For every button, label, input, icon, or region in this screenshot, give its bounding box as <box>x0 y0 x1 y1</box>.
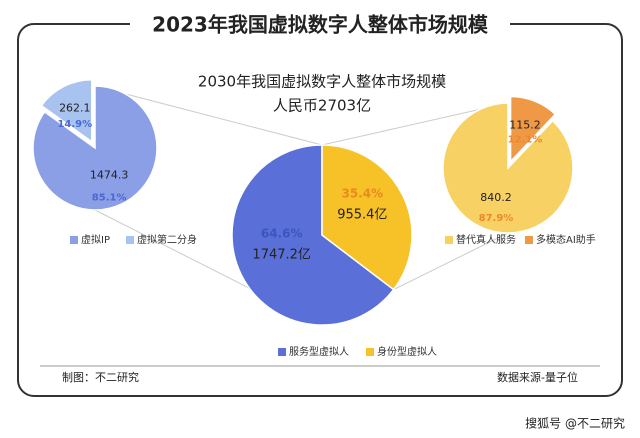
pie-slice <box>442 102 574 234</box>
value-label: 262.1 <box>59 102 91 115</box>
pie-slice <box>509 95 557 164</box>
title-band <box>130 10 510 40</box>
percent-label: 14.9% <box>57 119 92 130</box>
footer-left: 制图：不二研究 <box>62 370 139 384</box>
chart-title: 2023年我国虚拟数字人整体市场规模 <box>152 13 489 37</box>
percent-label: 85.1% <box>92 193 127 204</box>
percent-label: 12.1% <box>508 134 543 145</box>
legend-label: 多模态AI助手 <box>536 233 596 246</box>
legend-swatch <box>70 236 78 244</box>
legend-label: 虚拟IP <box>81 233 110 246</box>
legend-swatch <box>445 236 453 244</box>
value-label: 1747.2亿 <box>252 247 311 262</box>
subtitle: 2030年我国虚拟数字人整体市场规模 <box>198 73 446 91</box>
legend-swatch <box>525 236 533 244</box>
pie-slice <box>40 79 93 144</box>
percent-label: 87.9% <box>479 213 514 224</box>
value-label: 1474.3 <box>90 169 129 182</box>
total: 人民币2703亿 <box>273 97 371 115</box>
footer-right: 数据来源-量子位 <box>497 370 578 384</box>
pie-slice <box>32 85 158 211</box>
legend-swatch <box>278 348 286 356</box>
pie-slice <box>231 144 395 326</box>
value-label: 840.2 <box>480 191 512 204</box>
legend-label: 身份型虚拟人 <box>377 345 437 358</box>
percent-label: 35.4% <box>341 187 383 201</box>
pie-slice <box>321 144 413 291</box>
watermark: 搜狐号 @不二研究 <box>525 416 625 431</box>
legend-label: 虚拟第二分身 <box>137 233 197 246</box>
legend-swatch <box>126 236 134 244</box>
value-label: 115.2 <box>509 118 541 131</box>
connector <box>94 85 323 146</box>
connector <box>321 102 509 146</box>
legend-label: 替代真人服务 <box>456 233 516 246</box>
percent-label: 64.6% <box>261 226 303 240</box>
legend-label: 服务型虚拟人 <box>289 345 349 358</box>
legend-swatch <box>366 348 374 356</box>
value-label: 955.4亿 <box>337 208 387 223</box>
